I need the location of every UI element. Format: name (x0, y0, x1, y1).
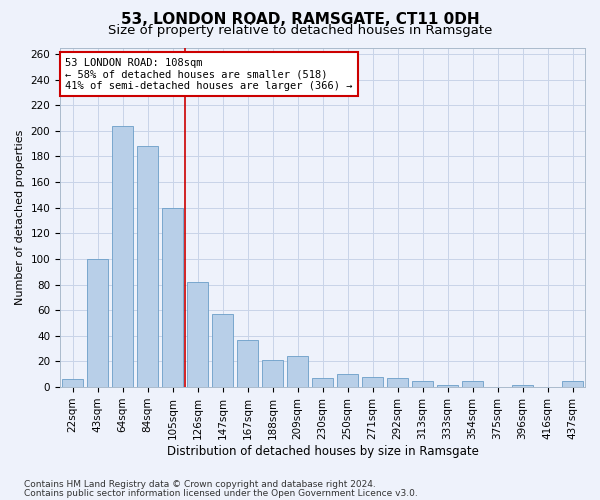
Bar (287, 356, 308, 387)
Bar (462, 380, 483, 387)
Text: Contains HM Land Registry data © Crown copyright and database right 2024.: Contains HM Land Registry data © Crown c… (24, 480, 376, 489)
Text: Size of property relative to detached houses in Ramsgate: Size of property relative to detached ho… (108, 24, 492, 37)
Bar (162, 208, 183, 387)
Bar (87, 259, 108, 387)
Bar (262, 360, 283, 387)
Bar (312, 378, 333, 387)
Text: Contains public sector information licensed under the Open Government Licence v3: Contains public sector information licen… (24, 488, 418, 498)
X-axis label: Distribution of detached houses by size in Ramsgate: Distribution of detached houses by size … (167, 444, 478, 458)
Bar (562, 380, 583, 387)
Bar (437, 384, 458, 387)
Bar (237, 340, 258, 387)
Bar (512, 384, 533, 387)
Bar (337, 374, 358, 387)
Bar (137, 146, 158, 387)
Bar (387, 378, 408, 387)
Bar (212, 314, 233, 387)
Bar (412, 380, 433, 387)
Text: 53 LONDON ROAD: 108sqm
← 58% of detached houses are smaller (518)
41% of semi-de: 53 LONDON ROAD: 108sqm ← 58% of detached… (65, 58, 353, 91)
Bar (62, 380, 83, 387)
Text: 53, LONDON ROAD, RAMSGATE, CT11 0DH: 53, LONDON ROAD, RAMSGATE, CT11 0DH (121, 12, 479, 28)
Bar (187, 282, 208, 387)
Bar (362, 377, 383, 387)
Y-axis label: Number of detached properties: Number of detached properties (15, 130, 25, 305)
Bar (112, 126, 133, 387)
